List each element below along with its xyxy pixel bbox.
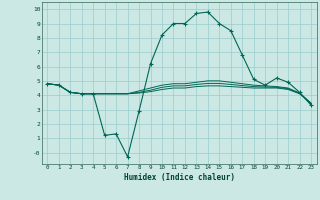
X-axis label: Humidex (Indice chaleur): Humidex (Indice chaleur) [124, 173, 235, 182]
